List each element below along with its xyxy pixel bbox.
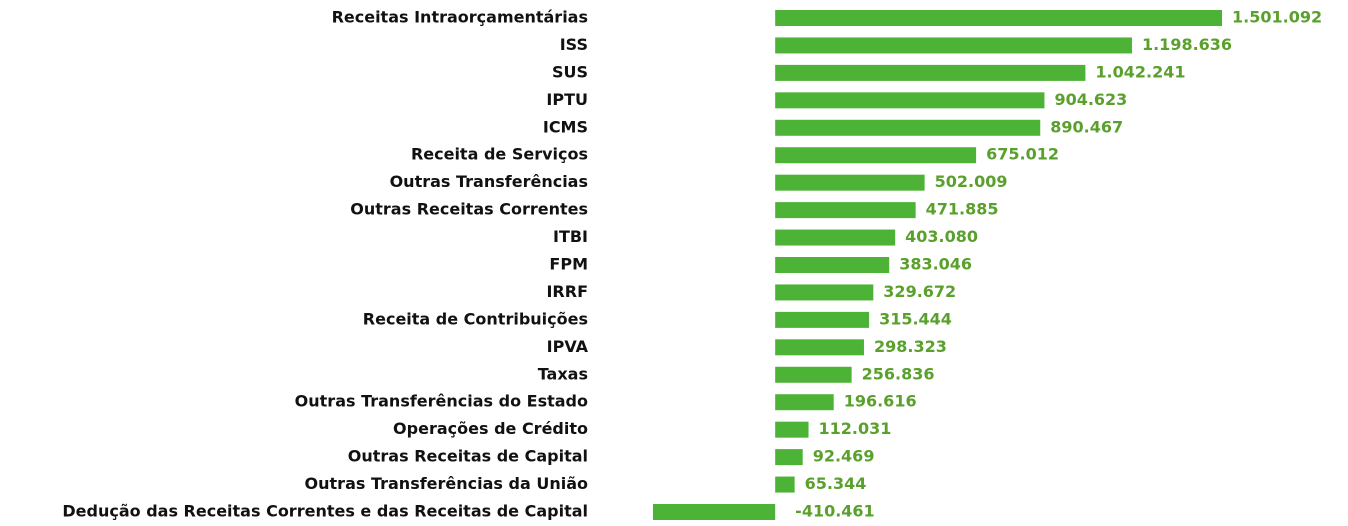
bar: [775, 311, 870, 328]
bar: [775, 147, 977, 164]
value-label: 1.501.092: [1232, 8, 1322, 27]
category-label: Outras Transferências: [390, 172, 588, 191]
category-label: IRRF: [546, 282, 588, 301]
bar: [775, 394, 834, 411]
bar: [775, 257, 890, 273]
bar: [775, 366, 852, 383]
bar: [775, 64, 1086, 81]
bar: [775, 92, 1045, 109]
bar: [775, 421, 809, 438]
value-label: 315.444: [879, 309, 952, 328]
category-label: ISS: [560, 35, 588, 54]
bar: [775, 10, 1222, 26]
value-label: 675.012: [986, 145, 1059, 164]
category-label: Outras Receitas Correntes: [350, 200, 588, 219]
category-label: IPVA: [547, 337, 589, 356]
value-label: 403.080: [905, 227, 978, 246]
category-label: Dedução das Receitas Correntes e das Rec…: [62, 502, 588, 521]
value-label: -410.461: [795, 502, 875, 521]
value-label: 298.323: [874, 337, 947, 356]
value-label: 890.467: [1050, 117, 1123, 136]
value-label: 256.836: [862, 364, 935, 383]
category-label: Receita de Contribuições: [363, 309, 588, 328]
category-label: Outras Transferências do Estado: [295, 392, 588, 411]
bar: [775, 202, 916, 219]
category-label: SUS: [552, 62, 588, 81]
value-label: 329.672: [883, 282, 956, 301]
bar: [775, 476, 795, 493]
bar: [775, 37, 1132, 54]
bar: [653, 504, 776, 520]
value-label: 112.031: [819, 419, 892, 438]
value-label: 1.198.636: [1142, 35, 1232, 54]
bar: [775, 449, 803, 466]
value-label: 65.344: [805, 474, 867, 493]
category-label: Receitas Intraorçamentárias: [332, 8, 588, 27]
bar: [775, 339, 864, 356]
bar: [775, 229, 896, 246]
value-label: 502.009: [935, 172, 1008, 191]
bar: [775, 119, 1041, 136]
value-label: 1.042.241: [1095, 62, 1185, 81]
category-label: Receita de Serviços: [411, 145, 588, 164]
category-label: Outras Receitas de Capital: [348, 447, 588, 466]
category-label: FPM: [549, 255, 588, 274]
value-label: 471.885: [926, 200, 999, 219]
category-label: Outras Transferências da União: [305, 474, 588, 493]
category-label: Taxas: [538, 364, 588, 383]
value-label: 904.623: [1054, 90, 1127, 109]
category-label: ICMS: [543, 117, 588, 136]
category-label: ITBI: [553, 227, 588, 246]
bar: [775, 174, 925, 191]
bar: [775, 284, 874, 301]
value-label: 92.469: [813, 447, 875, 466]
category-label: Operações de Crédito: [393, 419, 588, 438]
value-label: 196.616: [844, 392, 917, 411]
category-label: IPTU: [546, 90, 588, 109]
value-label: 383.046: [899, 255, 972, 274]
